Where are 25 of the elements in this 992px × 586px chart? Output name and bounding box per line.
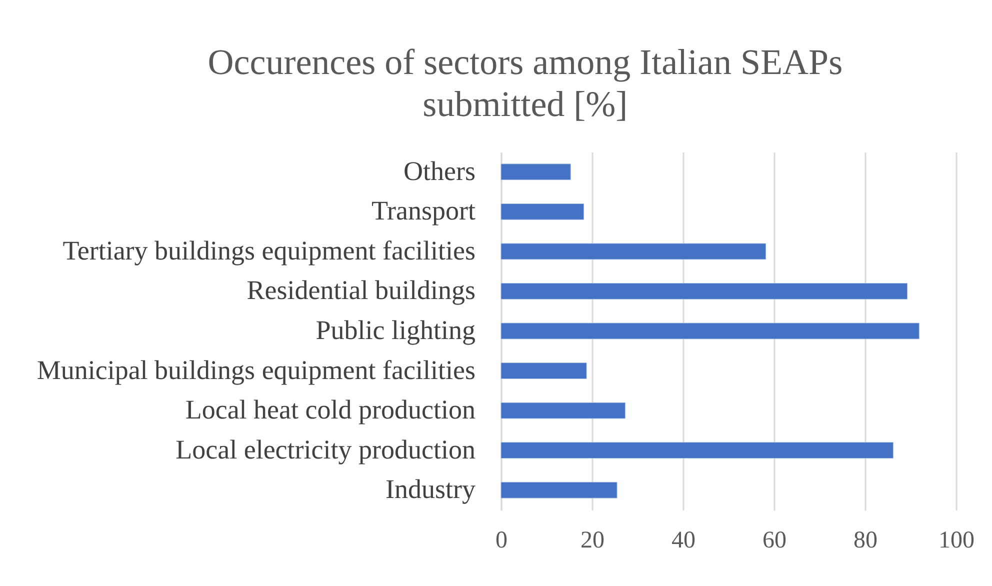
bar <box>500 203 584 220</box>
x-tick-label: 0 <box>496 528 508 554</box>
bar <box>500 482 618 498</box>
bar <box>500 243 766 260</box>
y-tick-label: Local heat cold production <box>185 394 476 425</box>
bar <box>500 442 894 459</box>
y-tick-label: Public lighting <box>316 315 476 345</box>
x-tick-label: 40 <box>672 528 696 554</box>
bar <box>500 362 587 379</box>
y-tick-label: Others <box>404 156 476 186</box>
x-tick-label: 20 <box>580 528 604 554</box>
y-tick-label: Residential buildings <box>246 275 476 306</box>
y-tick-label: Local electricity production <box>176 434 476 464</box>
x-tick-label: 60 <box>762 528 786 554</box>
bar <box>500 322 920 340</box>
y-tick-label: Municipal buildings equipment facilities <box>36 354 476 385</box>
bar <box>500 402 626 419</box>
y-tick-label: Tertiary buildings equipment facilities <box>62 235 476 266</box>
x-tick-label: 80 <box>854 528 878 554</box>
x-tick-label: 100 <box>938 528 974 554</box>
y-tick-label: Industry <box>386 474 476 504</box>
chart-title: Occurences of sectors among Italian SEAPs submitted [%] <box>208 42 843 124</box>
y-tick-label: Transport <box>371 196 476 226</box>
bar <box>500 164 571 180</box>
bar <box>500 283 908 300</box>
